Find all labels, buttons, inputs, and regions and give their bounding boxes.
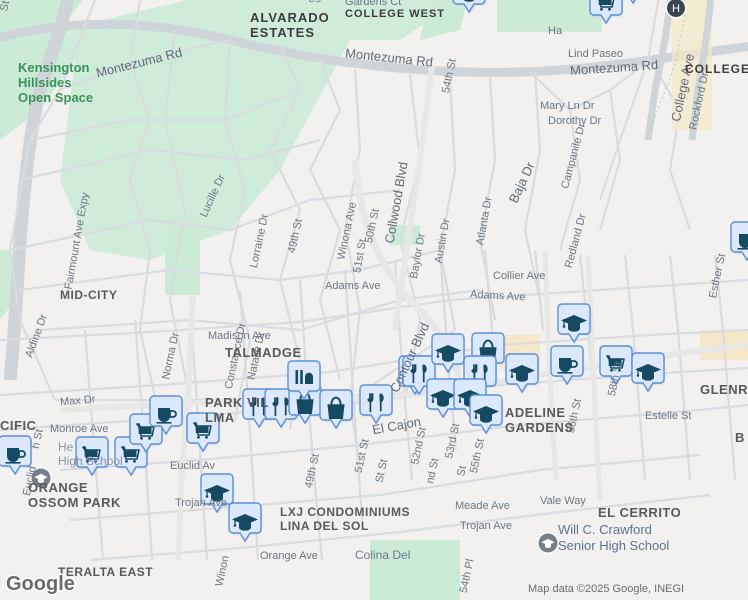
svg-text:Google: Google: [6, 573, 75, 595]
svg-text:H: H: [672, 3, 680, 15]
